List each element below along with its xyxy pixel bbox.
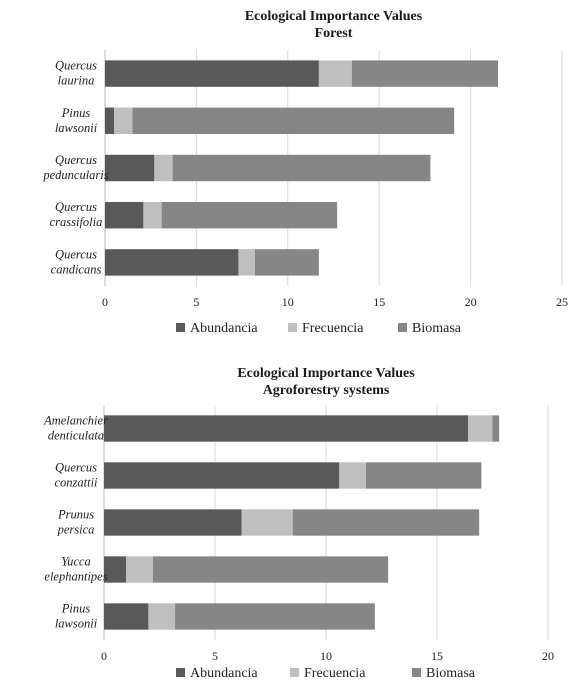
category-label: Quercus candicans [51,247,102,276]
bar-segment-frecuencia [339,462,366,489]
chart-title: Ecological Importance Values [237,366,415,381]
bar-segment-biomasa [175,603,375,630]
bar-segment-biomasa [161,201,338,229]
legend-swatch-abundancia [176,668,185,677]
bar-segment-frecuencia [143,201,162,229]
bar-segment-frecuencia [238,249,255,276]
legend-swatch-frecuencia [290,668,299,677]
x-tick-label: 0 [102,295,108,309]
category-label: Quercus peduncularis [42,153,108,182]
legend-swatch-biomasa [398,323,407,332]
x-tick-label: 25 [556,295,568,309]
legend-label-abundancia: Abundancia [190,321,258,336]
bar-segment-abundancia [104,509,242,536]
bar-segment-biomasa [365,462,482,489]
legend-label-frecuencia: Frecuencia [304,666,366,681]
legend-label-abundancia: Abundancia [190,666,258,681]
bar-segment-biomasa [172,154,431,182]
x-tick-label: 0 [101,649,107,663]
bar-segment-biomasa [132,107,455,135]
bar-segment-biomasa [254,249,319,276]
bar-segment-frecuencia [468,415,493,442]
bar-segment-biomasa [152,556,389,583]
bar-segment-frecuencia [154,154,173,182]
bar-segment-abundancia [105,154,155,182]
chart-subtitle: Agroforestry systems [263,383,390,398]
x-tick-label: 15 [431,649,443,663]
bar-segment-biomasa [292,509,480,536]
legend-label-biomasa: Biomasa [426,666,476,681]
category-label: Prunus persica [57,508,95,537]
x-tick-label: 20 [465,295,477,309]
legend-swatch-biomasa [412,668,421,677]
bar-segment-frecuencia [318,60,352,87]
category-label: Quercus crassifolia [50,200,103,229]
bar-segment-biomasa [492,415,500,442]
chart-subtitle: Forest [315,26,353,41]
bar-segment-abundancia [104,556,127,583]
category-label: Yucca elephantipes [44,555,107,584]
x-tick-label: 5 [193,295,199,309]
chart-title: Ecological Importance Values [245,9,423,24]
bar-segment-abundancia [105,107,115,135]
bar-segment-abundancia [105,249,239,276]
x-tick-label: 5 [212,649,218,663]
bar-segment-frecuencia [126,556,153,583]
chart-2: Ecological Importance Values Agroforestry… [43,366,554,681]
bar-segment-frecuencia [241,509,293,536]
bar-segment-abundancia [105,60,319,87]
legend-swatch-abundancia [176,323,185,332]
x-tick-label: 20 [542,649,554,663]
category-label: Amelanchier denticulata [43,414,108,443]
bar-segment-abundancia [104,415,469,442]
bar-segment-biomasa [351,60,499,87]
legend-swatch-frecuencia [288,323,297,332]
x-tick-label: 10 [282,295,294,309]
chart-1: Ecological Importance Values Forest 0 5 10 15… [42,9,568,336]
bar-segment-abundancia [104,462,340,489]
category-label: Pinus lawsonii [55,602,98,631]
x-tick-label: 10 [320,649,332,663]
legend-label-biomasa: Biomasa [412,321,462,336]
bar-segment-frecuencia [114,107,133,135]
legend-label-frecuencia: Frecuencia [302,321,364,336]
bar-segment-abundancia [104,603,149,630]
category-label: Quercus conzattii [54,461,98,490]
x-tick-label: 15 [373,295,385,309]
bar-segment-frecuencia [148,603,176,630]
category-label: Pinus lawsonii [55,106,98,135]
bar-segment-abundancia [105,201,144,229]
category-label: Quercus laurina [55,59,97,88]
